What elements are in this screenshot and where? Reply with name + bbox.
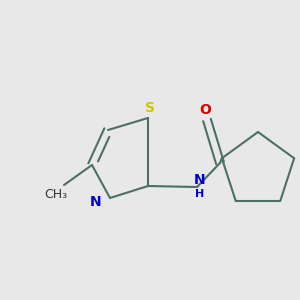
- Text: S: S: [145, 101, 155, 115]
- Text: N: N: [90, 195, 102, 209]
- Text: N: N: [194, 173, 206, 187]
- Text: CH₃: CH₃: [44, 188, 68, 202]
- Text: H: H: [195, 189, 205, 199]
- Text: O: O: [199, 103, 211, 117]
